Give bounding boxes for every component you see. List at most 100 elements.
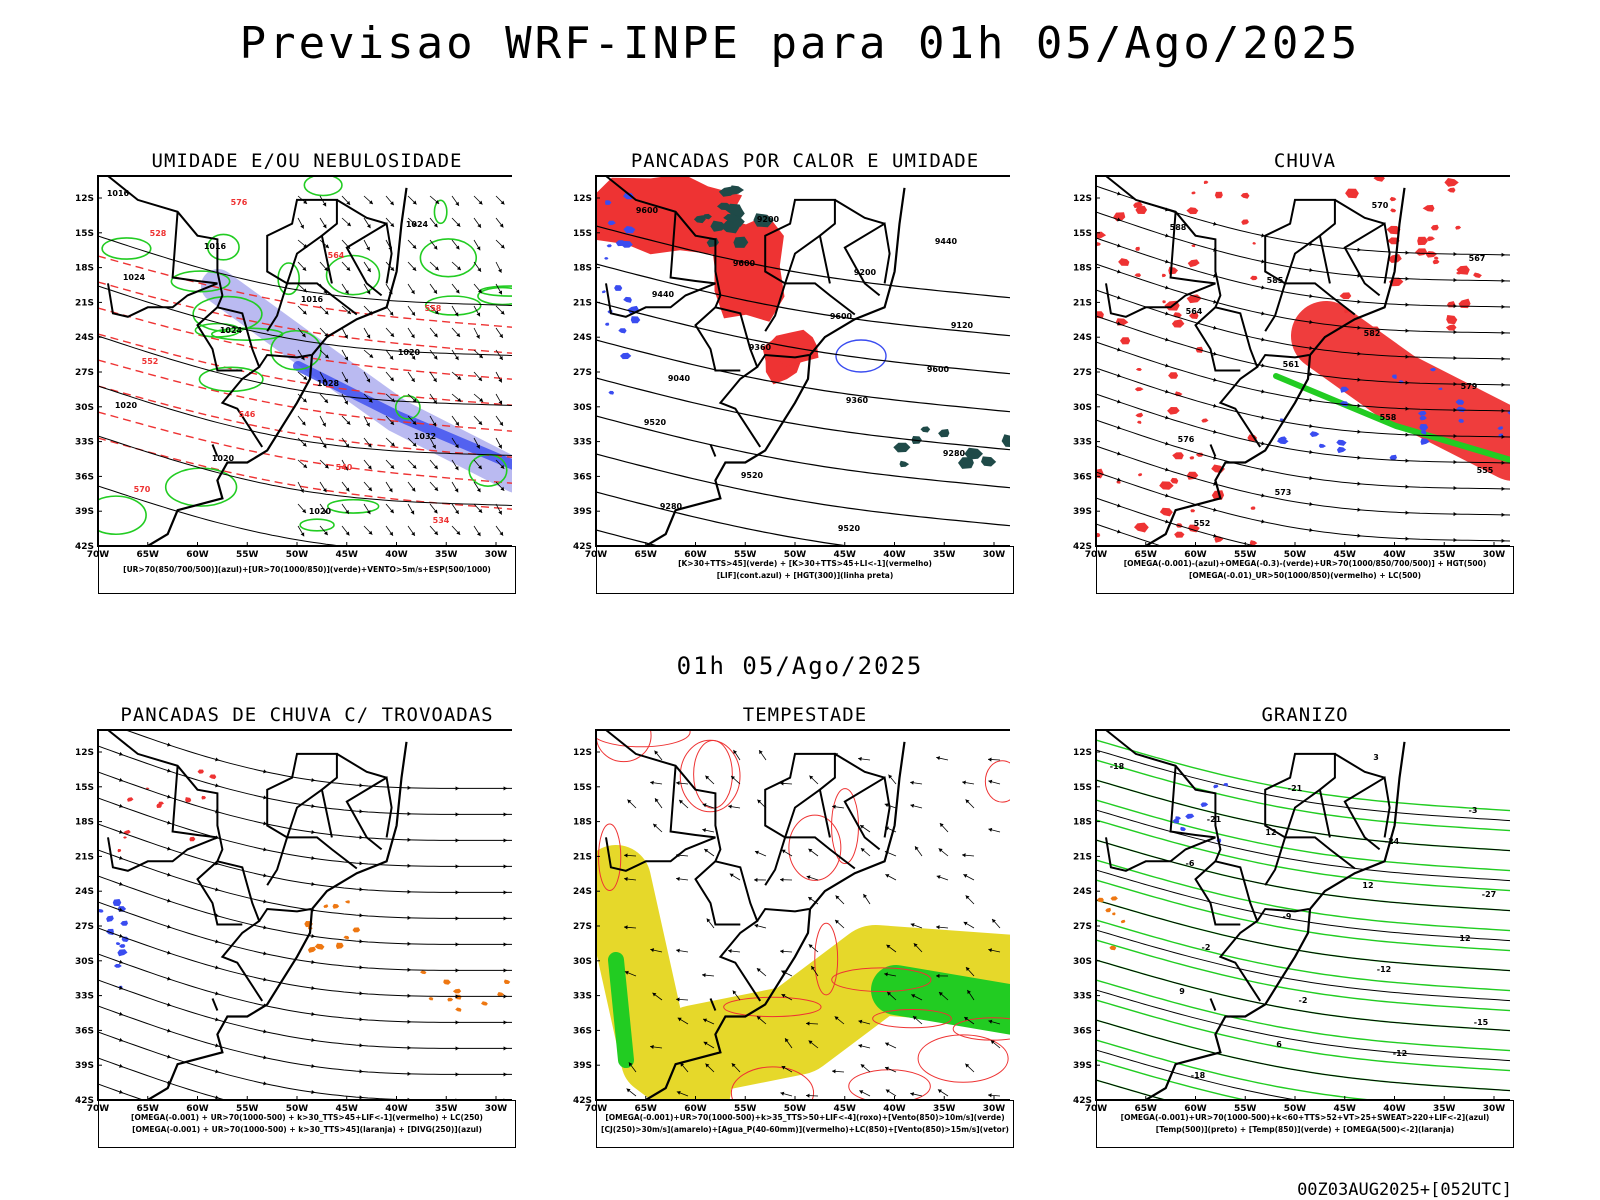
lat-tick: 12S <box>1073 748 1092 758</box>
contour-label: 12 <box>1362 881 1373 890</box>
lat-tick: 39S <box>1073 507 1092 517</box>
contour-label: 1016 <box>107 189 130 198</box>
contour-label: 9600 <box>636 206 659 215</box>
lon-tick: 40W <box>1383 1104 1406 1114</box>
lon-tick: 65W <box>1135 550 1158 560</box>
legend-line: [Temp(500)](preto) + [Temp(850)](verde) … <box>1155 1125 1455 1134</box>
lat-tick: 30S <box>573 957 592 967</box>
contour-label: 9040 <box>668 374 691 383</box>
panel-legend: [OMEGA(-0.001)-(azul)+OMEGA(-0.3)-(verde… <box>1096 546 1514 594</box>
lon-tick: 50W <box>1284 1104 1307 1114</box>
lat-tick: 24S <box>1073 887 1092 897</box>
contour-label: 9600 <box>927 365 950 374</box>
lat-tick: 30S <box>1073 957 1092 967</box>
legend-line: [OMEGA(-0.001)+UR>70(1000-500)+k<60+TTS>… <box>1120 1113 1490 1122</box>
lon-tick: 55W <box>734 1104 757 1114</box>
lat-tick: 15S <box>1073 229 1092 239</box>
contour-label: 576 <box>231 198 248 207</box>
contour-label: 9440 <box>935 237 958 246</box>
contour-label: -21 <box>1288 784 1303 793</box>
contour-label: 1016 <box>204 242 227 251</box>
lon-tick: 65W <box>635 550 658 560</box>
contour-label: 570 <box>1372 201 1389 210</box>
panel-title: PANCADAS POR CALOR E UMIDADE <box>630 150 980 172</box>
contour-label: 552 <box>1194 519 1211 528</box>
lon-tick: 45W <box>1334 550 1357 560</box>
contour-label: 3 <box>1373 753 1379 762</box>
map-chuva: 588 585 582 579 576 573 570 567 564 561 558 555 552 1… <box>1073 175 1510 560</box>
contour-label: 576 <box>1178 435 1195 444</box>
lat-tick: 24S <box>573 887 592 897</box>
lat-tick: 18S <box>573 264 592 274</box>
main-title: Previsao WRF-INPE para 01h 05/Ago/2025 <box>239 18 1361 69</box>
panel-title: TEMPESTADE <box>742 704 868 726</box>
contour-label: -2 <box>1299 996 1308 1005</box>
contour-label: 540 <box>336 463 353 472</box>
lat-tick: 42S <box>573 542 592 552</box>
lon-tick: 40W <box>385 550 408 560</box>
lon-tick: 50W <box>286 550 309 560</box>
contour-label: -21 <box>1207 815 1222 824</box>
contour-label: 534 <box>433 516 450 525</box>
lon-tick: 65W <box>635 1104 658 1114</box>
lon-tick: 30W <box>983 1104 1006 1114</box>
panel-title: PANCADAS DE CHUVA C/ TROVOADAS <box>120 704 494 726</box>
contour-label: 570 <box>134 485 151 494</box>
contour-label: -18 <box>1191 1071 1206 1080</box>
contour-label: 9 <box>1179 987 1185 996</box>
lon-tick: 65W <box>137 550 160 560</box>
contour-label: 12 <box>1265 828 1276 837</box>
lon-tick: 65W <box>137 1104 160 1114</box>
contour-label: 564 <box>328 251 345 260</box>
lat-tick: 12S <box>75 748 94 758</box>
panel-legend: [UR>70(850/700/500)](azul)+[UR>70(1000/8… <box>98 546 516 594</box>
panel-legend: [OMEGA(-0.001) + UR>70(1000-500) + k>30_… <box>98 1100 516 1148</box>
panel-title: UMIDADE E/OU NEBULOSIDADE <box>151 150 463 172</box>
contour-label: -18 <box>1110 762 1125 771</box>
panel-pancadas-calor: PANCADAS POR CALOR E UMIDADE 9600 9600 9600… <box>570 150 1014 630</box>
lat-tick: 36S <box>75 472 94 482</box>
lon-tick: 60W <box>1184 1104 1207 1114</box>
lon-tick: 45W <box>1334 1104 1357 1114</box>
contour-label: 579 <box>1461 382 1478 391</box>
lat-tick: 21S <box>1073 852 1092 862</box>
contour-label: 1024 <box>406 220 429 229</box>
lon-tick: 35W <box>933 1104 956 1114</box>
contour-label: -2 <box>1202 943 1211 952</box>
contour-label: 6 <box>1276 1040 1282 1049</box>
run-footer: 00Z03AUG2025+[052UTC] <box>1297 1180 1512 1200</box>
lat-tick: 30S <box>75 957 94 967</box>
lat-tick: 12S <box>75 194 94 204</box>
lat-tick: 21S <box>573 852 592 862</box>
lat-tick: 18S <box>1073 818 1092 828</box>
contour-label: 9280 <box>660 502 683 511</box>
contour-label: -12 <box>1377 965 1391 974</box>
lon-tick: 60W <box>1184 550 1207 560</box>
lon-tick: 55W <box>236 1104 259 1114</box>
legend-line: [CJ(250)>30m/s](amarelo)+[Agua_P(40-60mm… <box>601 1125 1009 1134</box>
lon-tick: 45W <box>336 1104 359 1114</box>
contour-label: 1024 <box>123 273 146 282</box>
lat-tick: 42S <box>75 542 94 552</box>
lat-tick: 12S <box>1073 194 1092 204</box>
map-granizo: 12 12 12 9 6 3 -3 -6 -9 -12 -15 -18 -21 -24 -27 -2 -2 -12… <box>1073 729 1510 1114</box>
lat-tick: 33S <box>1073 438 1092 448</box>
panel-umidade: UMIDADE E/OU NEBULOSIDADE 1016 1016 1016 102… <box>72 150 516 630</box>
contour-label: 1020 <box>212 454 235 463</box>
contour-label: -24 <box>1385 837 1400 846</box>
legend-line: [OMEGA(-0.01)_UR>50(1000/850)(vermelho) … <box>1188 571 1422 580</box>
lat-tick: 36S <box>573 1026 592 1036</box>
contour-label: 528 <box>150 229 167 238</box>
lat-tick: 39S <box>573 507 592 517</box>
lon-tick: 50W <box>784 1104 807 1114</box>
panel-pancadas-trovoadas: PANCADAS DE CHUVA C/ TROVOADAS 12S 15S 18S 2… <box>72 704 516 1184</box>
lat-tick: 12S <box>573 748 592 758</box>
contour-label: 561 <box>1283 360 1300 369</box>
lat-tick: 21S <box>1073 298 1092 308</box>
lat-tick: 33S <box>75 992 94 1002</box>
lon-tick: 40W <box>883 550 906 560</box>
lon-tick: 35W <box>435 1104 458 1114</box>
lat-tick: 33S <box>573 992 592 1002</box>
lon-tick: 35W <box>1433 1104 1456 1114</box>
lat-tick: 21S <box>573 298 592 308</box>
